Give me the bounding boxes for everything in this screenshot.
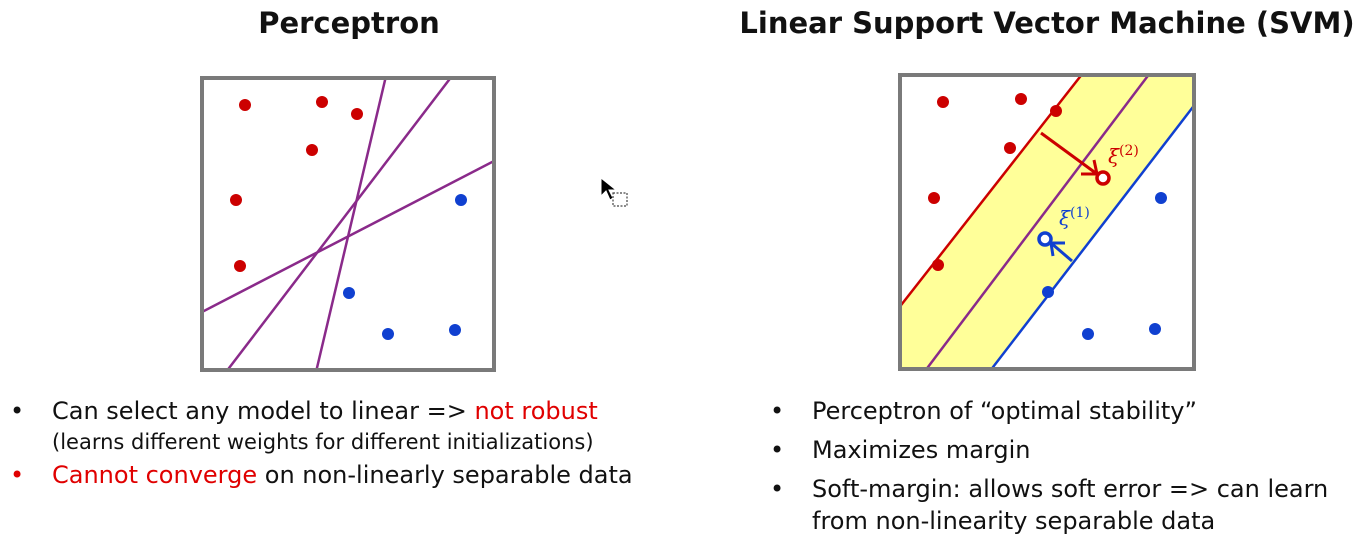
red-point bbox=[239, 99, 251, 111]
perceptron-bullets: • Can select any model to linear => not … bbox=[10, 396, 730, 492]
plot-frame bbox=[200, 76, 496, 372]
blue-point bbox=[455, 194, 467, 206]
decision-line-2 bbox=[225, 76, 453, 372]
blue-point bbox=[449, 324, 461, 336]
margin-line-blue bbox=[989, 102, 1196, 371]
bullet-text: on non-linearly separable data bbox=[257, 461, 633, 490]
bullet-highlight: not robust bbox=[474, 397, 598, 425]
bullet-text: Can select any model to linear => bbox=[52, 397, 475, 425]
red-point bbox=[1015, 93, 1027, 105]
perceptron-title: Perceptron bbox=[258, 6, 440, 40]
red-point bbox=[230, 194, 242, 206]
red-point bbox=[1050, 105, 1062, 117]
blue-point bbox=[1042, 286, 1054, 298]
blue-point bbox=[1082, 328, 1094, 340]
bullet-highlight: Cannot converge bbox=[52, 461, 258, 490]
red-point bbox=[937, 96, 949, 108]
svm-bullets: • Perceptron of “optimal stability” • Ma… bbox=[770, 396, 1350, 537]
margin-band bbox=[898, 73, 1196, 371]
misplaced-red-point bbox=[1095, 170, 1111, 186]
svm-plot: ξ(2) ξ(1) bbox=[898, 73, 1196, 371]
slack-arrow-2 bbox=[1040, 131, 1098, 176]
red-point bbox=[306, 144, 318, 156]
slack-arrow-1 bbox=[1050, 241, 1073, 263]
bullet-text: Maximizes margin bbox=[812, 436, 1031, 465]
red-point bbox=[316, 96, 328, 108]
bullet-text: Perceptron of “optimal stability” bbox=[812, 397, 1197, 425]
bullet-item: • Cannot converge on non-linearly separa… bbox=[10, 460, 730, 491]
bullet-dot: • bbox=[770, 397, 785, 425]
xi-1-superscript: (1) bbox=[1070, 205, 1090, 221]
bullet-item: • Perceptron of “optimal stability” bbox=[770, 396, 1350, 427]
misplaced-blue-point bbox=[1037, 231, 1053, 247]
xi-2-superscript: (2) bbox=[1119, 143, 1139, 159]
bullet-text: Soft-margin: allows soft error => can le… bbox=[812, 475, 1329, 535]
bullet-dot: • bbox=[10, 461, 25, 490]
bullet-item: • Soft-margin: allows soft error => can … bbox=[770, 474, 1350, 536]
bullet-dot: • bbox=[770, 436, 785, 465]
bullet-subtext: (learns different weights for different … bbox=[52, 430, 594, 455]
red-point bbox=[351, 108, 363, 120]
bullet-dot: • bbox=[10, 397, 25, 425]
blue-point bbox=[1155, 192, 1167, 204]
bullet-item: • Maximizes margin bbox=[770, 435, 1350, 466]
red-point bbox=[928, 192, 940, 204]
mouse-pointer-icon bbox=[600, 176, 628, 207]
blue-point bbox=[382, 328, 394, 340]
red-point bbox=[1004, 142, 1016, 154]
decision-line-3 bbox=[314, 76, 388, 372]
blue-point bbox=[343, 287, 355, 299]
red-point bbox=[234, 260, 246, 272]
blue-point bbox=[1149, 323, 1161, 335]
bullet-dot: • bbox=[770, 475, 785, 504]
svm-title: Linear Support Vector Machine (SVM) bbox=[739, 6, 1355, 40]
bullet-item: • Can select any model to linear => not … bbox=[10, 396, 730, 456]
plot-frame bbox=[898, 73, 1196, 371]
perceptron-plot bbox=[200, 76, 496, 372]
svm-hyperplane bbox=[924, 73, 1151, 371]
red-point bbox=[932, 259, 944, 271]
